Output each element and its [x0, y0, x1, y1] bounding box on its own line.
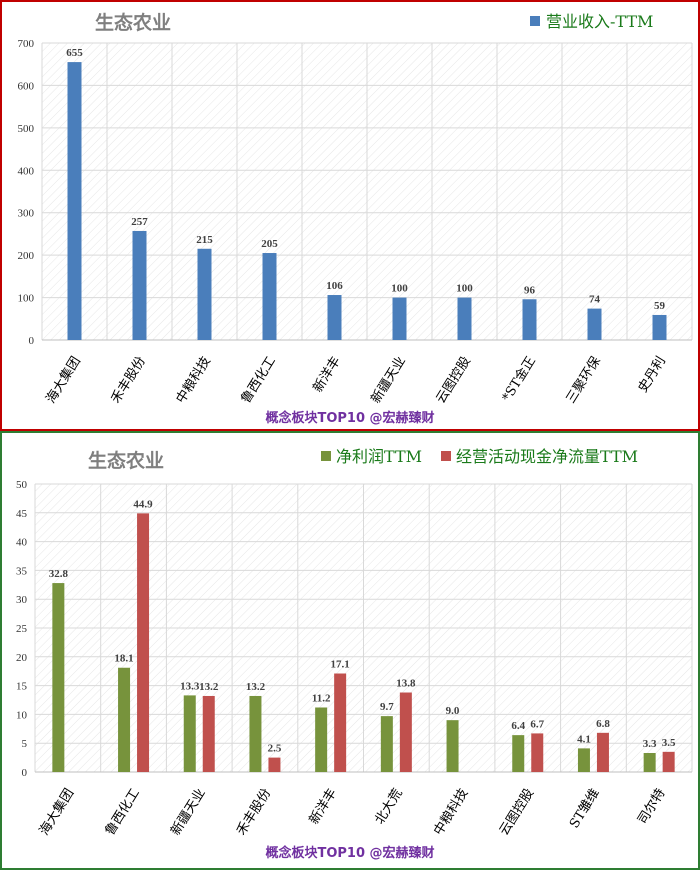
data-label: 32.8 — [49, 568, 69, 580]
data-label: 18.1 — [114, 653, 133, 665]
panel-2-footer: 概念板块TOP10 @宏赫臻财 — [265, 845, 434, 861]
data-label: 13.2 — [199, 681, 219, 693]
data-label: 96 — [524, 284, 536, 296]
panel-2-legend-swatch-0 — [321, 451, 331, 461]
data-label: 11.2 — [312, 692, 331, 704]
bar — [399, 692, 412, 772]
bar — [52, 583, 65, 772]
y-tick-label: 0 — [22, 767, 28, 779]
bar — [334, 673, 347, 772]
panel-2-bars — [52, 513, 675, 772]
panel-2-legend-label-0: 净利润TTM — [336, 447, 422, 466]
bar — [652, 314, 667, 340]
data-label: 4.1 — [577, 733, 591, 745]
data-label: 9.7 — [380, 701, 394, 713]
data-label: 9.0 — [446, 705, 460, 717]
y-tick-label: 10 — [16, 709, 28, 721]
bar — [457, 297, 472, 340]
data-label: 44.9 — [133, 498, 153, 510]
y-tick-label: 400 — [18, 165, 35, 177]
y-tick-label: 25 — [16, 623, 28, 635]
bar — [327, 295, 342, 340]
bar — [262, 253, 277, 340]
panel-1-gridlines — [41, 42, 693, 341]
bar — [446, 720, 459, 772]
bar — [662, 751, 675, 772]
panel-1-legend-swatch-0 — [530, 16, 540, 26]
bar — [118, 667, 131, 772]
y-tick-label: 600 — [18, 80, 35, 92]
y-tick-label: 40 — [16, 537, 28, 549]
data-label: 215 — [196, 234, 213, 246]
chart-panel-1: 生态农业 营业收入-TTM 0 100 200 300 400 500 600 700 655… — [0, 0, 700, 431]
y-tick-label: 5 — [22, 738, 28, 750]
data-label: 3.5 — [662, 737, 676, 749]
bar — [531, 733, 544, 772]
bar — [587, 308, 602, 340]
panel-2-legend-swatch-1 — [441, 451, 451, 461]
y-tick-label: 200 — [18, 250, 35, 262]
bar — [183, 695, 196, 772]
bar — [249, 695, 262, 772]
panel-1-bars — [67, 62, 667, 340]
data-label: 100 — [456, 283, 473, 295]
y-tick-label: 700 — [18, 38, 35, 50]
bar — [202, 695, 215, 772]
bar — [577, 748, 590, 772]
bar — [512, 735, 525, 772]
data-label: 13.8 — [396, 678, 416, 690]
y-tick-label: 500 — [18, 123, 35, 135]
panel-2-legend-label-1: 经营活动现金净流量TTM — [456, 447, 638, 466]
y-tick-label: 30 — [16, 594, 28, 606]
bar — [392, 297, 407, 340]
panel-1-title: 生态农业 — [95, 11, 171, 34]
panel-1-legend: 营业收入-TTM — [530, 12, 653, 31]
panel-2-legend: 净利润TTM 经营活动现金净流量TTM — [321, 447, 638, 466]
bar — [596, 732, 609, 772]
data-label: 655 — [66, 47, 83, 59]
panel-2-title: 生态农业 — [88, 449, 164, 472]
y-tick-label: 20 — [16, 652, 28, 664]
y-tick-label: 0 — [29, 335, 35, 347]
data-label: 59 — [654, 300, 666, 312]
data-label: 13.3 — [180, 680, 200, 692]
chart-panel-2: 生态农业 净利润TTM 经营活动现金净流量TTM 0 5 10 15 20 25 30 35 4… — [0, 431, 700, 870]
bar — [197, 248, 212, 340]
data-label: 257 — [131, 216, 148, 228]
bar — [315, 707, 328, 772]
panel-1-legend-label-0: 营业收入-TTM — [546, 12, 653, 31]
panel-2-gridlines — [34, 483, 693, 773]
panel-1-data-labels: 655 257 215 205 106 100 100 96 74 59 — [66, 47, 665, 312]
y-tick-label: 300 — [18, 208, 35, 220]
panel-1-y-axis: 0 100 200 300 400 500 600 700 — [18, 38, 35, 347]
data-label: 100 — [391, 283, 408, 295]
data-label: 205 — [261, 238, 278, 250]
data-label: 3.3 — [643, 738, 657, 750]
bar — [137, 513, 150, 772]
panel-1-footer: 概念板块TOP10 @宏赫臻财 — [265, 410, 434, 426]
panel-2-data-labels: 32.818.144.913.3 13.2 13.22.511.217.19.713… — [49, 498, 676, 754]
y-tick-label: 35 — [16, 565, 28, 577]
panel-2-y-axis: 0 5 10 15 20 25 30 35 40 45 50 — [16, 479, 28, 779]
data-label: 74 — [589, 294, 601, 306]
bar — [643, 752, 656, 772]
data-label: 6.7 — [530, 718, 544, 730]
data-label: 6.4 — [511, 720, 525, 732]
y-tick-label: 50 — [16, 479, 28, 491]
bar — [380, 716, 393, 772]
bar — [522, 299, 537, 340]
bar — [67, 62, 82, 340]
data-label: 6.8 — [596, 718, 610, 730]
data-label: 106 — [326, 280, 343, 292]
bar — [268, 757, 281, 772]
y-tick-label: 100 — [18, 293, 35, 305]
data-label: 17.1 — [331, 659, 350, 671]
y-tick-label: 15 — [16, 681, 28, 693]
bar — [132, 230, 147, 340]
y-tick-label: 45 — [16, 508, 28, 520]
data-label: 13.2 — [246, 681, 266, 693]
data-label: 2.5 — [268, 743, 282, 755]
